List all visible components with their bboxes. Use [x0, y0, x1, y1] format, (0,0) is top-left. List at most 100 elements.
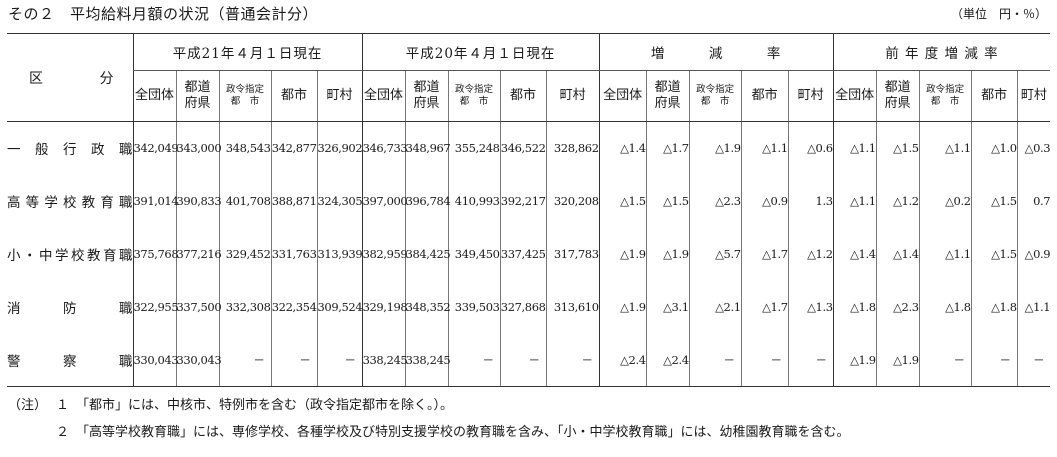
table-row: 消防職 322,955 337,500 332,308 322,354 309,524 32…: [7, 280, 1051, 334]
row-label: 警察職: [7, 333, 133, 387]
table-cell: 338,245: [361, 333, 408, 387]
table-cell: △2.4: [645, 333, 690, 387]
column-header: 町村: [1016, 70, 1051, 122]
table-cell: －: [316, 333, 363, 387]
table-cell: △1.4: [832, 227, 877, 281]
table-row: 高等学校教育職 391,014 390,833 401,708 388,871 324,3…: [7, 174, 1051, 228]
note-text: 「都市」には、中核市、特例市を含む（政令指定都市を除く。）。: [76, 398, 454, 413]
table-cell: △1.5: [970, 227, 1018, 281]
table-cell: △1.2: [787, 227, 834, 281]
group-header: 増 減 率: [598, 33, 834, 71]
note-number: ２: [56, 425, 70, 440]
table-cell: 330,043: [175, 333, 222, 387]
table-cell: 330,043: [132, 333, 179, 387]
table-cell: △2.4: [598, 333, 647, 387]
table-cell: △1.5: [875, 121, 920, 175]
column-header: 全団体: [361, 70, 406, 122]
table-row: 小・中学校教育職 375,768 377,216 329,452 331,763 313,…: [7, 227, 1051, 281]
table-cell: 317,783: [545, 227, 600, 281]
table-cell: 401,708: [218, 174, 271, 228]
column-header: 都道 府県: [404, 70, 449, 122]
table-cell: △1.4: [875, 227, 920, 281]
table-cell: －: [688, 333, 742, 387]
table-cell: 392,217: [499, 174, 547, 228]
table-cell: 391,014: [132, 174, 179, 228]
table-cell: △1.9: [875, 333, 920, 387]
table-cell: △0.6: [787, 121, 834, 175]
table-cell: 332,308: [218, 280, 271, 334]
table-cell: －: [545, 333, 600, 387]
table-cell: 329,198: [361, 280, 408, 334]
table-cell: △3.1: [645, 280, 690, 334]
table-cell: △0.2: [918, 174, 972, 228]
column-header: 町村: [316, 70, 363, 122]
salary-table: 区 分 平成21年４月１日現在 平成20年４月１日現在増 減 率前 年 度 増 減…: [7, 33, 1051, 387]
table-cell: 338,245: [404, 333, 451, 387]
column-header: 都市: [499, 70, 547, 122]
table-cell: △2.3: [688, 174, 742, 228]
column-header: 全団体: [832, 70, 877, 122]
column-header: 政令指定都 市: [688, 70, 742, 122]
table-cell: △1.8: [918, 280, 972, 334]
table-cell: －: [447, 333, 501, 387]
column-header: 都市: [970, 70, 1018, 122]
table-cell: △1.1: [832, 174, 877, 228]
row-label: 高等学校教育職: [7, 195, 133, 211]
table-cell: △1.4: [598, 121, 647, 175]
group-header: 平成21年４月１日現在: [132, 33, 363, 71]
table-cell: △1.1: [740, 121, 789, 175]
table-cell: 309,524: [316, 280, 363, 334]
table-cell: 348,543: [218, 121, 271, 175]
table-cell: 328,862: [545, 121, 600, 175]
column-header: 都道 府県: [875, 70, 920, 122]
row-label: 消防職: [7, 301, 133, 317]
table-cell: △1.9: [598, 280, 647, 334]
column-header: 町村: [787, 70, 834, 122]
table-cell: 1.3: [787, 174, 834, 228]
table-cell: △1.2: [875, 174, 920, 228]
corner-header: 区 分: [7, 33, 133, 122]
corner-label-ku: 区: [29, 70, 44, 87]
table-cell: 410,993: [447, 174, 501, 228]
table-cell: 375,768: [132, 227, 179, 281]
table-cell: 327,868: [499, 280, 547, 334]
table-cell: 322,955: [132, 280, 179, 334]
table-cell: △1.8: [970, 280, 1018, 334]
table-cell: △1.5: [598, 174, 647, 228]
table-cell: －: [1016, 333, 1051, 387]
unit-label: （単位 円・％）: [950, 7, 1047, 21]
table-cell: △1.7: [740, 227, 789, 281]
note-text: 「高等学校教育職」には、専修学校、各種学校及び特別支援学校の教育職を含み、「小・…: [76, 425, 850, 440]
notes: （注） １ 「都市」には、中核市、特例市を含む（政令指定都市を除く。）。 ２ 「高等学…: [8, 392, 850, 446]
table-cell: △1.7: [740, 280, 789, 334]
note-number: １: [56, 398, 70, 413]
table-cell: －: [970, 333, 1018, 387]
table-cell: △2.3: [875, 280, 920, 334]
table-cell: －: [499, 333, 547, 387]
table-cell: 346,733: [361, 121, 408, 175]
table-cell: 324,305: [316, 174, 363, 228]
table-cell: △1.7: [645, 121, 690, 175]
table-cell: △1.3: [787, 280, 834, 334]
table-cell: 349,450: [447, 227, 501, 281]
column-header: 全団体: [598, 70, 647, 122]
table-cell: 342,877: [270, 121, 317, 175]
table-cell: △1.8: [832, 280, 877, 334]
table-cell: △5.7: [688, 227, 742, 281]
table-cell: 377,216: [175, 227, 222, 281]
table-cell: 343,000: [175, 121, 222, 175]
column-header: 政令指定都 市: [918, 70, 972, 122]
table-cell: 313,610: [545, 280, 600, 334]
column-header: 都道 府県: [645, 70, 690, 122]
table-cell: △1.1: [918, 121, 972, 175]
table-cell: 322,354: [270, 280, 317, 334]
table-cell: －: [270, 333, 317, 387]
table-cell: △1.1: [1016, 280, 1051, 334]
table-cell: 331,763: [270, 227, 317, 281]
table-cell: 396,784: [404, 174, 451, 228]
note-item-2: ２ 「高等学校教育職」には、専修学校、各種学校及び特別支援学校の教育職を含み、「小…: [8, 419, 850, 446]
document-title: その２ 平均給料月額の状況（普通会計分）: [8, 5, 319, 23]
table-cell: △2.1: [688, 280, 742, 334]
table-cell: 0.7: [1016, 174, 1051, 228]
table-cell: －: [740, 333, 789, 387]
